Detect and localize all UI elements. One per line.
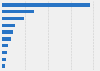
Bar xyxy=(2,30,13,34)
Bar xyxy=(2,17,24,20)
Bar xyxy=(2,37,11,41)
Bar xyxy=(2,64,5,68)
Bar xyxy=(2,51,7,54)
Bar xyxy=(2,24,15,27)
Bar xyxy=(2,58,6,61)
Bar xyxy=(2,10,34,13)
Bar xyxy=(2,44,8,47)
Bar xyxy=(2,3,90,7)
